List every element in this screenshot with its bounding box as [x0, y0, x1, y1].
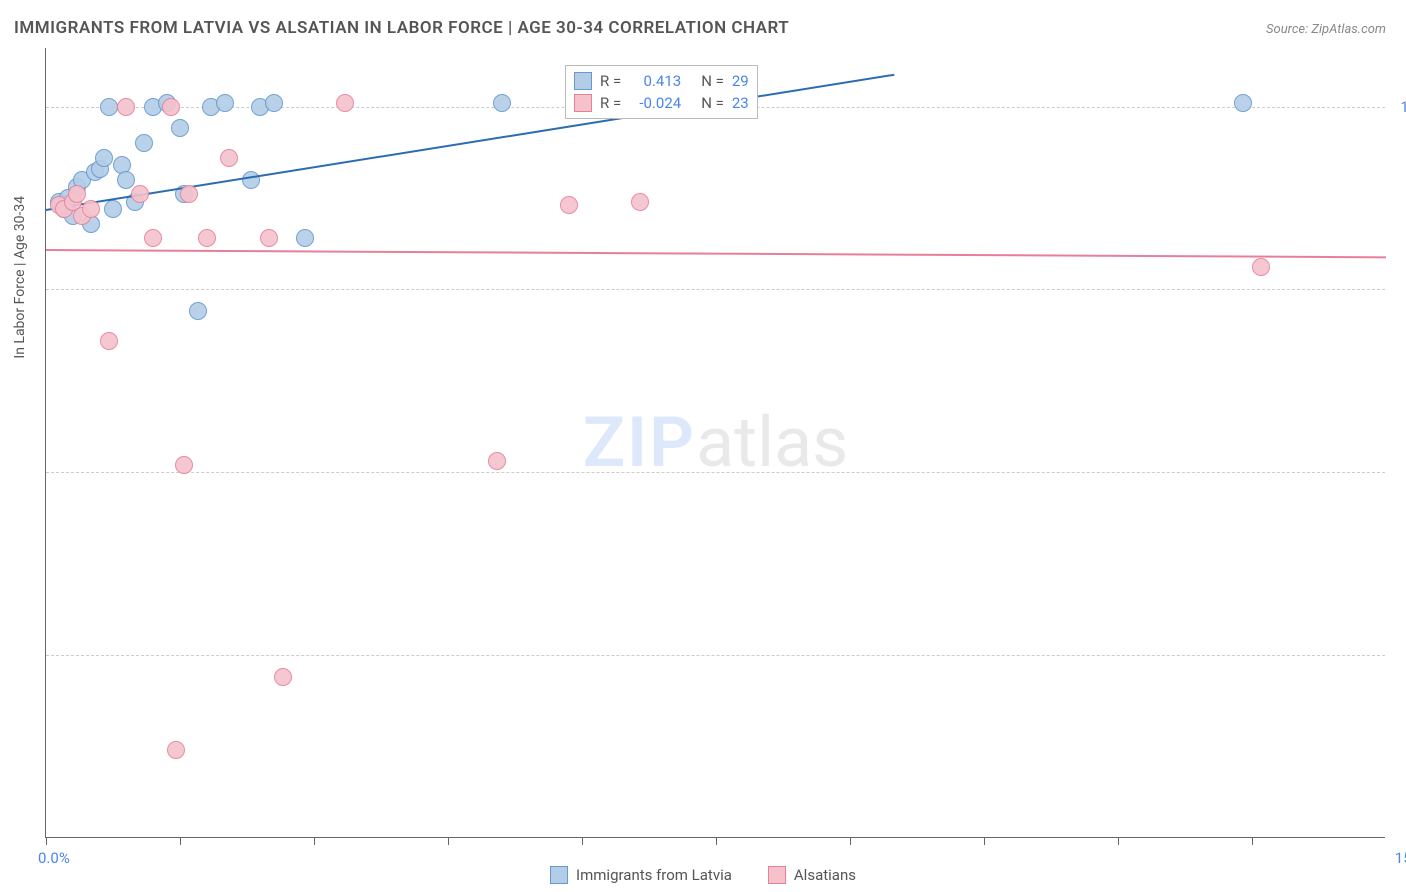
x-tick: [448, 837, 449, 845]
r-value: -0.024: [629, 94, 681, 112]
x-tick: [180, 837, 181, 845]
data-point: [296, 229, 314, 247]
data-point: [180, 185, 198, 203]
r-label: R =: [600, 94, 621, 112]
x-tick: [1252, 837, 1253, 845]
y-tick-label: 100.0%: [1400, 98, 1406, 116]
data-point: [631, 193, 649, 211]
data-point: [488, 452, 506, 470]
data-point: [175, 456, 193, 474]
data-point: [189, 302, 207, 320]
x-tick: [1118, 837, 1119, 845]
y-axis-label: In Labor Force | Age 30-34: [12, 196, 28, 359]
legend-stats-box: R = 0.413 N = 29 R = -0.024 N = 23: [565, 65, 758, 119]
gridline: [46, 655, 1385, 656]
chart-title: IMMIGRANTS FROM LATVIA VS ALSATIAN IN LA…: [14, 18, 789, 38]
data-point: [131, 185, 149, 203]
data-point: [162, 98, 180, 116]
data-point: [95, 149, 113, 167]
legend-stats-row: R = 0.413 N = 29: [574, 70, 749, 92]
trend-line: [46, 249, 1386, 258]
data-point: [104, 200, 122, 218]
x-tick: [314, 837, 315, 845]
data-point: [68, 185, 86, 203]
data-point: [144, 229, 162, 247]
legend-swatch: [574, 72, 592, 90]
legend-bottom: Immigrants from Latvia Alsatians: [550, 866, 856, 884]
legend-swatch: [768, 866, 786, 884]
data-point: [1234, 94, 1252, 112]
x-tick: [716, 837, 717, 845]
legend-swatch: [574, 94, 592, 112]
gridline: [46, 289, 1385, 290]
x-tick-label-last: 15.0%: [1395, 849, 1406, 867]
data-point: [171, 119, 189, 137]
n-value: 23: [732, 94, 749, 112]
data-point: [216, 94, 234, 112]
data-point: [117, 98, 135, 116]
n-label: N =: [701, 94, 724, 112]
data-point: [265, 94, 283, 112]
x-tick: [46, 837, 47, 845]
legend-item: Alsatians: [768, 866, 856, 884]
r-value: 0.413: [629, 72, 681, 90]
data-point: [220, 149, 238, 167]
data-point: [198, 229, 216, 247]
data-point: [242, 171, 260, 189]
data-point: [167, 741, 185, 759]
data-point: [336, 94, 354, 112]
data-point: [117, 171, 135, 189]
legend-item: Immigrants from Latvia: [550, 866, 732, 884]
correlation-chart: IMMIGRANTS FROM LATVIA VS ALSATIAN IN LA…: [0, 0, 1406, 892]
watermark-atlas: atlas: [696, 402, 848, 484]
source-attribution: Source: ZipAtlas.com: [1266, 22, 1386, 37]
data-point: [135, 134, 153, 152]
legend-stats-row: R = -0.024 N = 23: [574, 92, 749, 114]
legend-label: Alsatians: [794, 866, 856, 884]
x-tick: [984, 837, 985, 845]
x-tick: [850, 837, 851, 845]
legend-label: Immigrants from Latvia: [576, 866, 732, 884]
trend-line: [46, 74, 895, 211]
data-point: [274, 668, 292, 686]
watermark-zip: ZIP: [583, 402, 696, 484]
n-value: 29: [732, 72, 749, 90]
plot-area: ZIPatlas 25.0%50.0%75.0%100.0%0.0%15.0%: [45, 48, 1385, 838]
data-point: [260, 229, 278, 247]
x-tick-label-first: 0.0%: [38, 849, 70, 867]
legend-swatch: [550, 866, 568, 884]
x-tick: [582, 837, 583, 845]
n-label: N =: [701, 72, 724, 90]
watermark: ZIPatlas: [583, 402, 849, 484]
gridline: [46, 472, 1385, 473]
r-label: R =: [600, 72, 621, 90]
data-point: [560, 196, 578, 214]
data-point: [82, 200, 100, 218]
data-point: [1252, 258, 1270, 276]
data-point: [100, 332, 118, 350]
data-point: [493, 94, 511, 112]
data-point: [100, 98, 118, 116]
